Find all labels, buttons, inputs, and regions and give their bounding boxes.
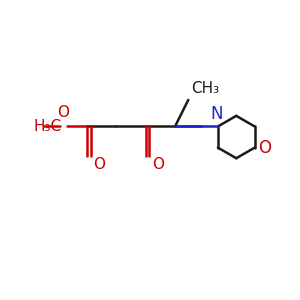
Text: O: O xyxy=(93,158,105,172)
Text: CH₃: CH₃ xyxy=(191,80,219,95)
Text: O: O xyxy=(57,105,69,120)
Text: H₃C: H₃C xyxy=(34,119,62,134)
Text: O: O xyxy=(258,139,271,157)
Text: O: O xyxy=(152,158,164,172)
Text: N: N xyxy=(210,106,223,124)
